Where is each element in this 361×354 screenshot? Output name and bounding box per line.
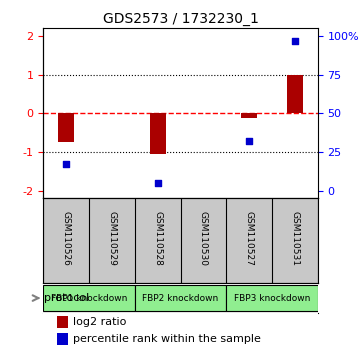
Text: GSM110526: GSM110526 [62,211,71,266]
Bar [287,75,303,113]
Text: log2 ratio: log2 ratio [74,318,127,327]
Text: FBP2 knockdown: FBP2 knockdown [142,293,219,303]
FancyBboxPatch shape [135,285,226,312]
Point [292,38,298,44]
Point [63,161,69,167]
FancyBboxPatch shape [226,285,318,312]
Text: GSM110529: GSM110529 [108,211,116,266]
Text: GSM110530: GSM110530 [199,211,208,266]
Text: FBP3 knockdown: FBP3 knockdown [234,293,310,303]
Point [155,180,161,185]
Bar [241,113,257,118]
Point [246,138,252,144]
FancyBboxPatch shape [43,285,135,312]
Text: protocol: protocol [44,293,90,303]
Text: GSM110528: GSM110528 [153,211,162,266]
Text: FBP1 knockdown: FBP1 knockdown [51,293,127,303]
Bar [150,113,166,154]
Bar [57,333,68,345]
Text: GSM110527: GSM110527 [245,211,253,266]
Title: GDS2573 / 1732230_1: GDS2573 / 1732230_1 [103,12,258,26]
Bar [57,316,68,328]
Text: percentile rank within the sample: percentile rank within the sample [74,335,261,344]
Text: GSM110531: GSM110531 [290,211,299,266]
Bar [58,113,74,142]
